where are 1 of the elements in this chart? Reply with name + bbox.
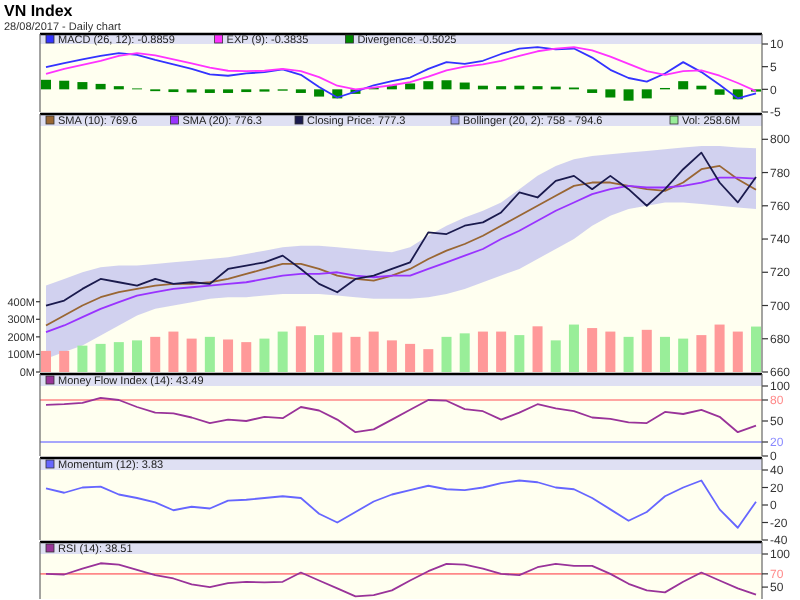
chart-title: VN Index bbox=[4, 2, 74, 20]
